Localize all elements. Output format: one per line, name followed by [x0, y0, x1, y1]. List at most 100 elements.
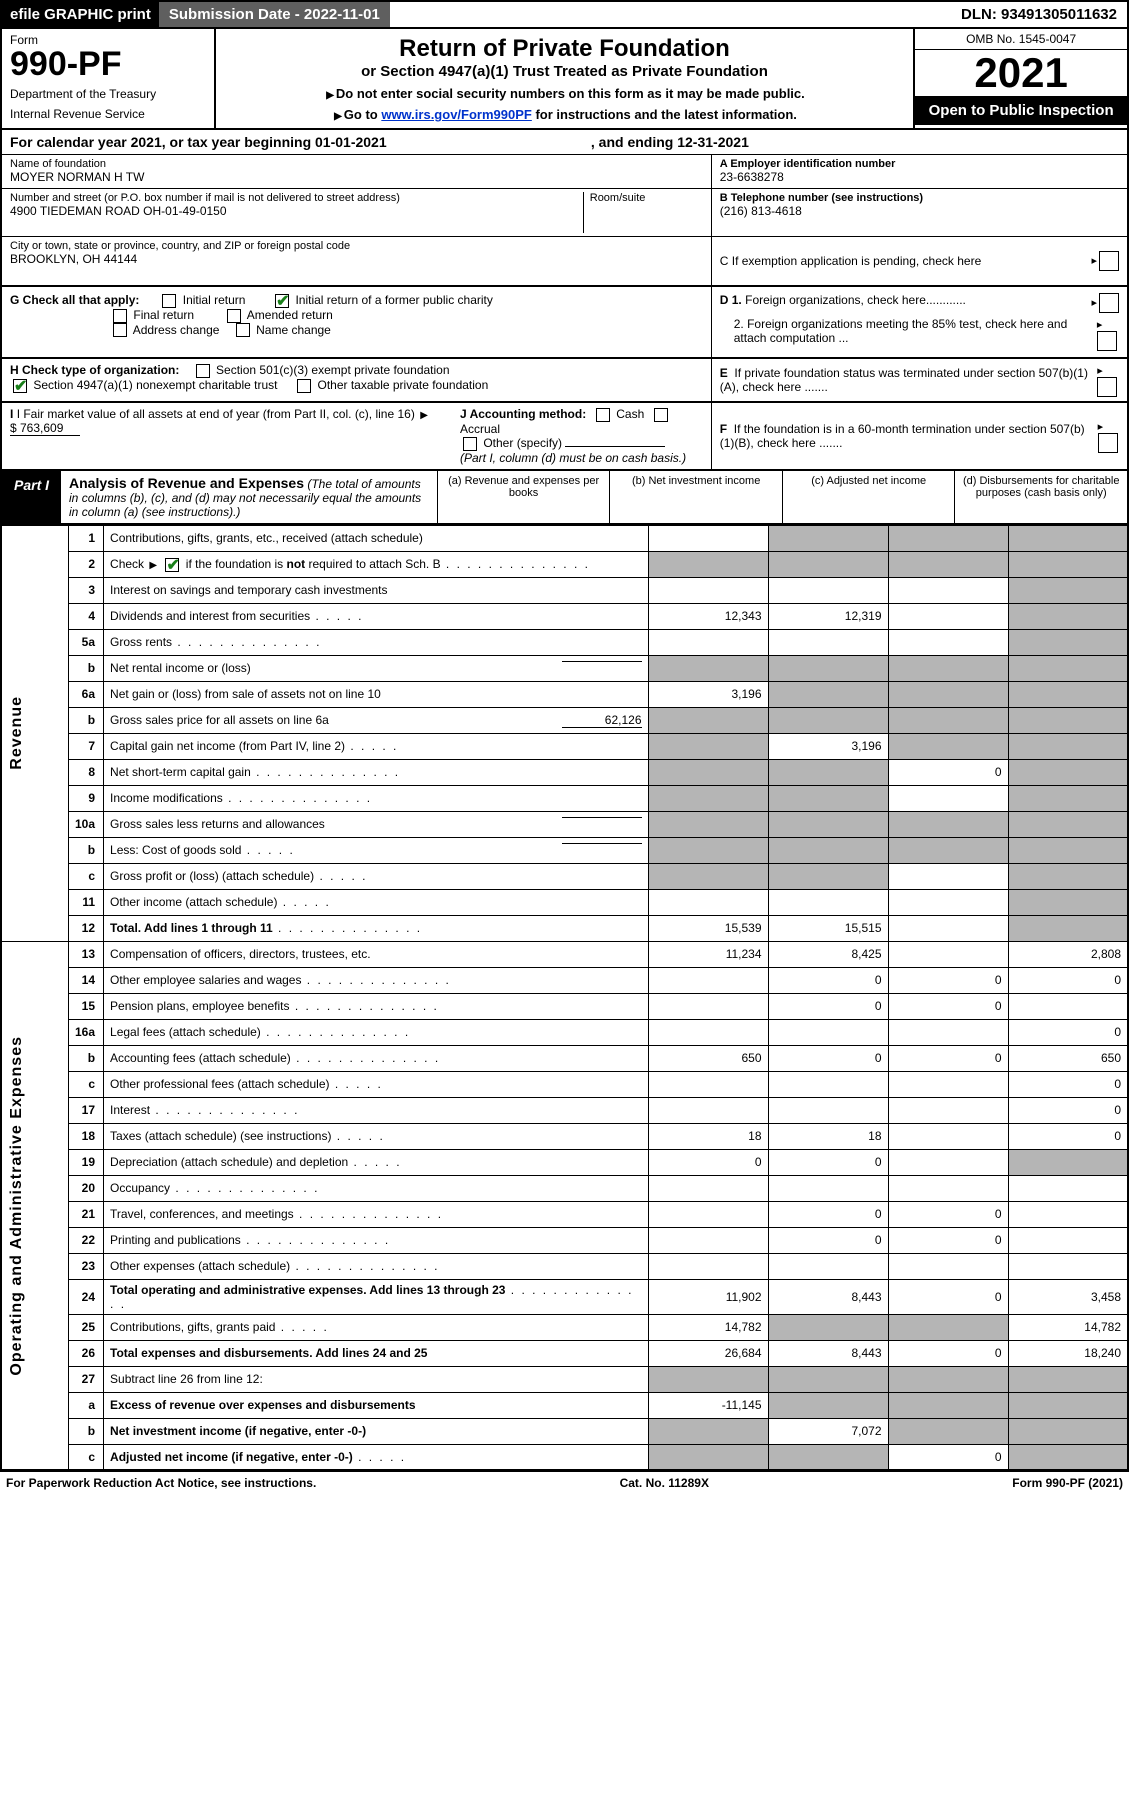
line-number: b: [69, 1418, 104, 1444]
line-desc: Other employee salaries and wages: [104, 967, 648, 993]
d2-checkbox[interactable]: [1097, 331, 1117, 351]
j-other-checkbox[interactable]: [463, 437, 477, 451]
line-number: 15: [69, 993, 104, 1019]
j-accrual-checkbox[interactable]: [654, 408, 668, 422]
name-change-checkbox[interactable]: [236, 323, 250, 337]
open-inspection: Open to Public Inspection: [915, 96, 1127, 125]
inline-value: [562, 817, 642, 818]
col-c-header: (c) Adjusted net income: [783, 471, 956, 523]
line-desc: Printing and publications: [104, 1227, 648, 1253]
table-row: cAdjusted net income (if negative, enter…: [1, 1444, 1128, 1470]
table-row: aExcess of revenue over expenses and dis…: [1, 1392, 1128, 1418]
line-number: 14: [69, 967, 104, 993]
h-4947: Section 4947(a)(1) nonexempt charitable …: [33, 378, 277, 392]
line-number: 25: [69, 1314, 104, 1340]
dln-label: DLN: 93491305011632: [951, 2, 1127, 27]
line-desc: Gross profit or (loss) (attach schedule): [104, 863, 648, 889]
j-other-input[interactable]: [565, 446, 665, 447]
tel-label: B Telephone number (see instructions): [720, 192, 1119, 204]
footer-right: Form 990-PF (2021): [1012, 1476, 1123, 1490]
d1-checkbox[interactable]: [1099, 293, 1119, 313]
arrow-icon: [1097, 317, 1105, 331]
form-subtitle: or Section 4947(a)(1) Trust Treated as P…: [226, 63, 904, 80]
arrow-icon: [1091, 295, 1099, 309]
line-number: 8: [69, 759, 104, 785]
line-desc: Total. Add lines 1 through 11: [104, 915, 648, 941]
amended-return-checkbox[interactable]: [227, 309, 241, 323]
line-desc: Total operating and administrative expen…: [104, 1279, 648, 1314]
initial-return-checkbox[interactable]: [162, 294, 176, 308]
room-suite-label: Room/suite: [583, 192, 703, 233]
table-row: 25Contributions, gifts, grants paid14,78…: [1, 1314, 1128, 1340]
dept-treasury: Department of the Treasury: [10, 87, 206, 101]
part1-table: Revenue1Contributions, gifts, grants, et…: [0, 525, 1129, 1472]
inline-value: [562, 843, 642, 844]
line-desc: Gross sales less returns and allowances: [104, 811, 648, 837]
line-desc: Income modifications: [104, 785, 648, 811]
table-row: 11Other income (attach schedule): [1, 889, 1128, 915]
form990pf-link[interactable]: www.irs.gov/Form990PF: [381, 107, 532, 122]
table-row: 3Interest on savings and temporary cash …: [1, 577, 1128, 603]
line-desc: Net short-term capital gain: [104, 759, 648, 785]
table-row: 16aLegal fees (attach schedule)0: [1, 1019, 1128, 1045]
address-change-checkbox[interactable]: [113, 323, 127, 337]
line-desc: Compensation of officers, directors, tru…: [104, 941, 648, 967]
table-row: 10aGross sales less returns and allowanc…: [1, 811, 1128, 837]
h-other-checkbox[interactable]: [297, 379, 311, 393]
line-desc: Capital gain net income (from Part IV, l…: [104, 733, 648, 759]
f-60month: F If the foundation is in a 60-month ter…: [720, 422, 1098, 450]
f-checkbox[interactable]: [1098, 433, 1118, 453]
line-number: 20: [69, 1175, 104, 1201]
line-desc: Depreciation (attach schedule) and deple…: [104, 1149, 648, 1175]
name-change: Name change: [256, 323, 331, 337]
c-exemption: C If exemption application is pending, c…: [720, 254, 982, 268]
footer-mid: Cat. No. 11289X: [620, 1476, 709, 1490]
footer-left: For Paperwork Reduction Act Notice, see …: [6, 1476, 316, 1490]
table-row: 14Other employee salaries and wages000: [1, 967, 1128, 993]
note-go-pre: Go to: [344, 107, 382, 122]
efile-label: efile GRAPHIC print: [2, 2, 159, 27]
line-number: c: [69, 863, 104, 889]
table-row: 23Other expenses (attach schedule): [1, 1253, 1128, 1279]
j-cash-checkbox[interactable]: [596, 408, 610, 422]
line-desc: Interest on savings and temporary cash i…: [104, 577, 648, 603]
table-row: 21Travel, conferences, and meetings00: [1, 1201, 1128, 1227]
table-row: 24Total operating and administrative exp…: [1, 1279, 1128, 1314]
line-number: 18: [69, 1123, 104, 1149]
part1-title: Analysis of Revenue and Expenses: [69, 475, 304, 491]
line-number: 26: [69, 1340, 104, 1366]
table-row: bGross sales price for all assets on lin…: [1, 707, 1128, 733]
c-checkbox[interactable]: [1099, 251, 1119, 271]
h-501: Section 501(c)(3) exempt private foundat…: [216, 363, 449, 377]
address-change: Address change: [133, 323, 220, 337]
line-number: 21: [69, 1201, 104, 1227]
line-number: 12: [69, 915, 104, 941]
line-number: 13: [69, 941, 104, 967]
final-return-checkbox[interactable]: [113, 309, 127, 323]
submission-date: Submission Date - 2022-11-01: [159, 2, 390, 27]
j-cash: Cash: [616, 407, 644, 421]
table-row: bNet investment income (if negative, ent…: [1, 1418, 1128, 1444]
h-4947-checkbox[interactable]: [13, 379, 27, 393]
arrow-icon: [1091, 253, 1099, 267]
line-number: 3: [69, 577, 104, 603]
table-row: Operating and Administrative Expenses13C…: [1, 941, 1128, 967]
e-checkbox[interactable]: [1097, 377, 1117, 397]
line-desc: Dividends and interest from securities: [104, 603, 648, 629]
line-desc: Contributions, gifts, grants, etc., rece…: [104, 525, 648, 551]
i-fmv-value: $ 763,609: [10, 421, 80, 436]
col-d-header: (d) Disbursements for charitable purpose…: [955, 471, 1127, 523]
ein-value: 23-6638278: [720, 170, 1119, 184]
line-desc: Taxes (attach schedule) (see instruction…: [104, 1123, 648, 1149]
topbar: efile GRAPHIC print Submission Date - 20…: [0, 0, 1129, 29]
h-501-checkbox[interactable]: [196, 364, 210, 378]
foundation-name: MOYER NORMAN H TW: [10, 170, 703, 184]
initial-former: Initial return of a former public charit…: [295, 293, 492, 307]
line-desc: Other income (attach schedule): [104, 889, 648, 915]
line-number: 4: [69, 603, 104, 629]
line-number: 24: [69, 1279, 104, 1314]
table-row: 12Total. Add lines 1 through 1115,53915,…: [1, 915, 1128, 941]
initial-former-checkbox[interactable]: [275, 294, 289, 308]
line-desc: Excess of revenue over expenses and disb…: [104, 1392, 648, 1418]
g-section: G Check all that apply: Initial return I…: [0, 287, 1129, 359]
